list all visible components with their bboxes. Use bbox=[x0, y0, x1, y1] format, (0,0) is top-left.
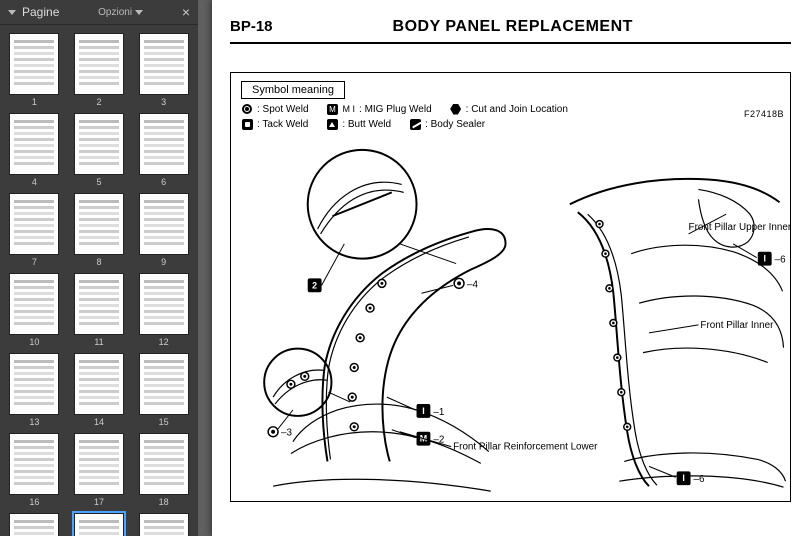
chevron-down-icon[interactable] bbox=[8, 10, 16, 15]
legend-row: : Tack Weld : Butt Weld : Body Sealer bbox=[241, 118, 568, 130]
thumbnail-number: 9 bbox=[161, 257, 166, 267]
svg-text:I: I bbox=[682, 473, 684, 483]
body-sealer-icon bbox=[410, 119, 421, 130]
thumbnail-number: 15 bbox=[159, 417, 169, 427]
sealer-2-icon: 2 bbox=[312, 280, 317, 290]
thumbnail[interactable]: 16 bbox=[4, 433, 65, 507]
thumbnail-number: 10 bbox=[29, 337, 39, 347]
thumbnail[interactable]: 10 bbox=[4, 273, 65, 347]
figure-id: F27418B bbox=[744, 109, 784, 119]
svg-text:–4: –4 bbox=[467, 279, 478, 290]
thumbnail[interactable]: 14 bbox=[69, 353, 130, 427]
svg-text:–1: –1 bbox=[433, 407, 444, 418]
butt-weld-icon bbox=[327, 119, 338, 130]
thumbnail-number: 6 bbox=[161, 177, 166, 187]
page: BP-18 BODY PANEL REPLACEMENT F27418B Sym… bbox=[212, 0, 799, 536]
thumbnail[interactable]: 4 bbox=[4, 113, 65, 187]
thumbnail-number: 16 bbox=[29, 497, 39, 507]
thumbnail-number: 12 bbox=[159, 337, 169, 347]
tack-weld-icon bbox=[242, 119, 253, 130]
thumbnail[interactable]: 18 bbox=[133, 433, 194, 507]
thumbnail[interactable]: 12 bbox=[133, 273, 194, 347]
spot-weld-icon bbox=[242, 104, 252, 114]
app-root: Pagine Opzioni × 12345678910111213141516… bbox=[0, 0, 799, 536]
sidebar-title: Pagine bbox=[22, 5, 59, 19]
callout-I-6-lower: I –6 bbox=[649, 466, 705, 485]
page-title: BODY PANEL REPLACEMENT bbox=[393, 18, 633, 36]
thumbnail-number: 4 bbox=[32, 177, 37, 187]
thumbnail[interactable]: 15 bbox=[133, 353, 194, 427]
mig-weld-icon: M bbox=[327, 104, 338, 115]
body-panel-diagram: 2 –4 bbox=[231, 135, 790, 501]
svg-text:I: I bbox=[763, 254, 765, 264]
cut-join-icon bbox=[450, 104, 461, 115]
thumbnail[interactable]: 1 bbox=[4, 33, 65, 107]
figure-frame: F27418B Symbol meaning : Spot Weld MM I:… bbox=[230, 72, 791, 502]
page-header: BP-18 BODY PANEL REPLACEMENT bbox=[230, 18, 791, 36]
thumbnail-number: 14 bbox=[94, 417, 104, 427]
thumbnail-number: 11 bbox=[94, 337, 103, 347]
header-rule bbox=[230, 42, 791, 44]
thumbnail[interactable]: 11 bbox=[69, 273, 130, 347]
thumbnail[interactable]: 13 bbox=[4, 353, 65, 427]
label-fp-reinf-lower: Front Pillar Reinforcement Lower bbox=[453, 442, 598, 453]
thumbnail-scroll[interactable]: 123456789101112131415161718192021222324 bbox=[0, 25, 198, 536]
callout-spot-3: –3 bbox=[268, 410, 293, 439]
thumbnail[interactable]: 7 bbox=[4, 193, 65, 267]
svg-text:I: I bbox=[422, 406, 424, 416]
symbol-legend: Symbol meaning : Spot Weld MM I: MIG Plu… bbox=[241, 81, 568, 130]
thumbnail[interactable]: 17 bbox=[69, 433, 130, 507]
thumbnail[interactable]: 8 bbox=[69, 193, 130, 267]
sidebar-options-menu[interactable]: Opzioni bbox=[98, 7, 143, 18]
thumbnail-number: 18 bbox=[159, 497, 169, 507]
thumbnail[interactable]: 6 bbox=[133, 113, 194, 187]
thumbnail-number: 17 bbox=[94, 497, 104, 507]
thumbnail-number: 1 bbox=[32, 97, 37, 107]
thumbnail[interactable]: 9 bbox=[133, 193, 194, 267]
legend-title: Symbol meaning bbox=[241, 81, 345, 99]
thumbnail-number: 5 bbox=[96, 177, 101, 187]
thumbnail-number: 13 bbox=[29, 417, 39, 427]
callout-I-1: I –1 bbox=[387, 397, 445, 418]
thumbnail[interactable]: 20 bbox=[69, 513, 130, 536]
page-viewport[interactable]: BP-18 BODY PANEL REPLACEMENT F27418B Sym… bbox=[198, 0, 799, 536]
svg-text:–3: –3 bbox=[281, 428, 292, 439]
sidebar-options-label: Opzioni bbox=[98, 7, 132, 18]
thumbnail-grid: 123456789101112131415161718192021222324 bbox=[4, 33, 194, 536]
thumbnail[interactable]: 2 bbox=[69, 33, 130, 107]
svg-text:–6: –6 bbox=[775, 255, 786, 266]
thumbnail[interactable]: 21 bbox=[133, 513, 194, 536]
thumbnail-number: 7 bbox=[32, 257, 37, 267]
thumbnail[interactable]: 19 bbox=[4, 513, 65, 536]
page-code: BP-18 bbox=[230, 18, 273, 35]
sidebar-header: Pagine Opzioni × bbox=[0, 0, 198, 25]
thumbnail-number: 8 bbox=[96, 257, 101, 267]
thumbnail-number: 2 bbox=[96, 97, 101, 107]
thumbnail-sidebar: Pagine Opzioni × 12345678910111213141516… bbox=[0, 0, 198, 536]
chevron-down-icon bbox=[135, 10, 143, 15]
thumbnail[interactable]: 5 bbox=[69, 113, 130, 187]
thumbnail[interactable]: 3 bbox=[133, 33, 194, 107]
close-icon[interactable]: × bbox=[182, 4, 190, 20]
legend-row: : Spot Weld MM I: MIG Plug Weld : Cut an… bbox=[241, 103, 568, 115]
svg-text:–6: –6 bbox=[694, 474, 705, 485]
thumbnail-number: 3 bbox=[161, 97, 166, 107]
label-fp-inner: Front Pillar Inner bbox=[700, 320, 774, 331]
label-fp-upper-inner: Front Pillar Upper Inner bbox=[689, 222, 790, 233]
